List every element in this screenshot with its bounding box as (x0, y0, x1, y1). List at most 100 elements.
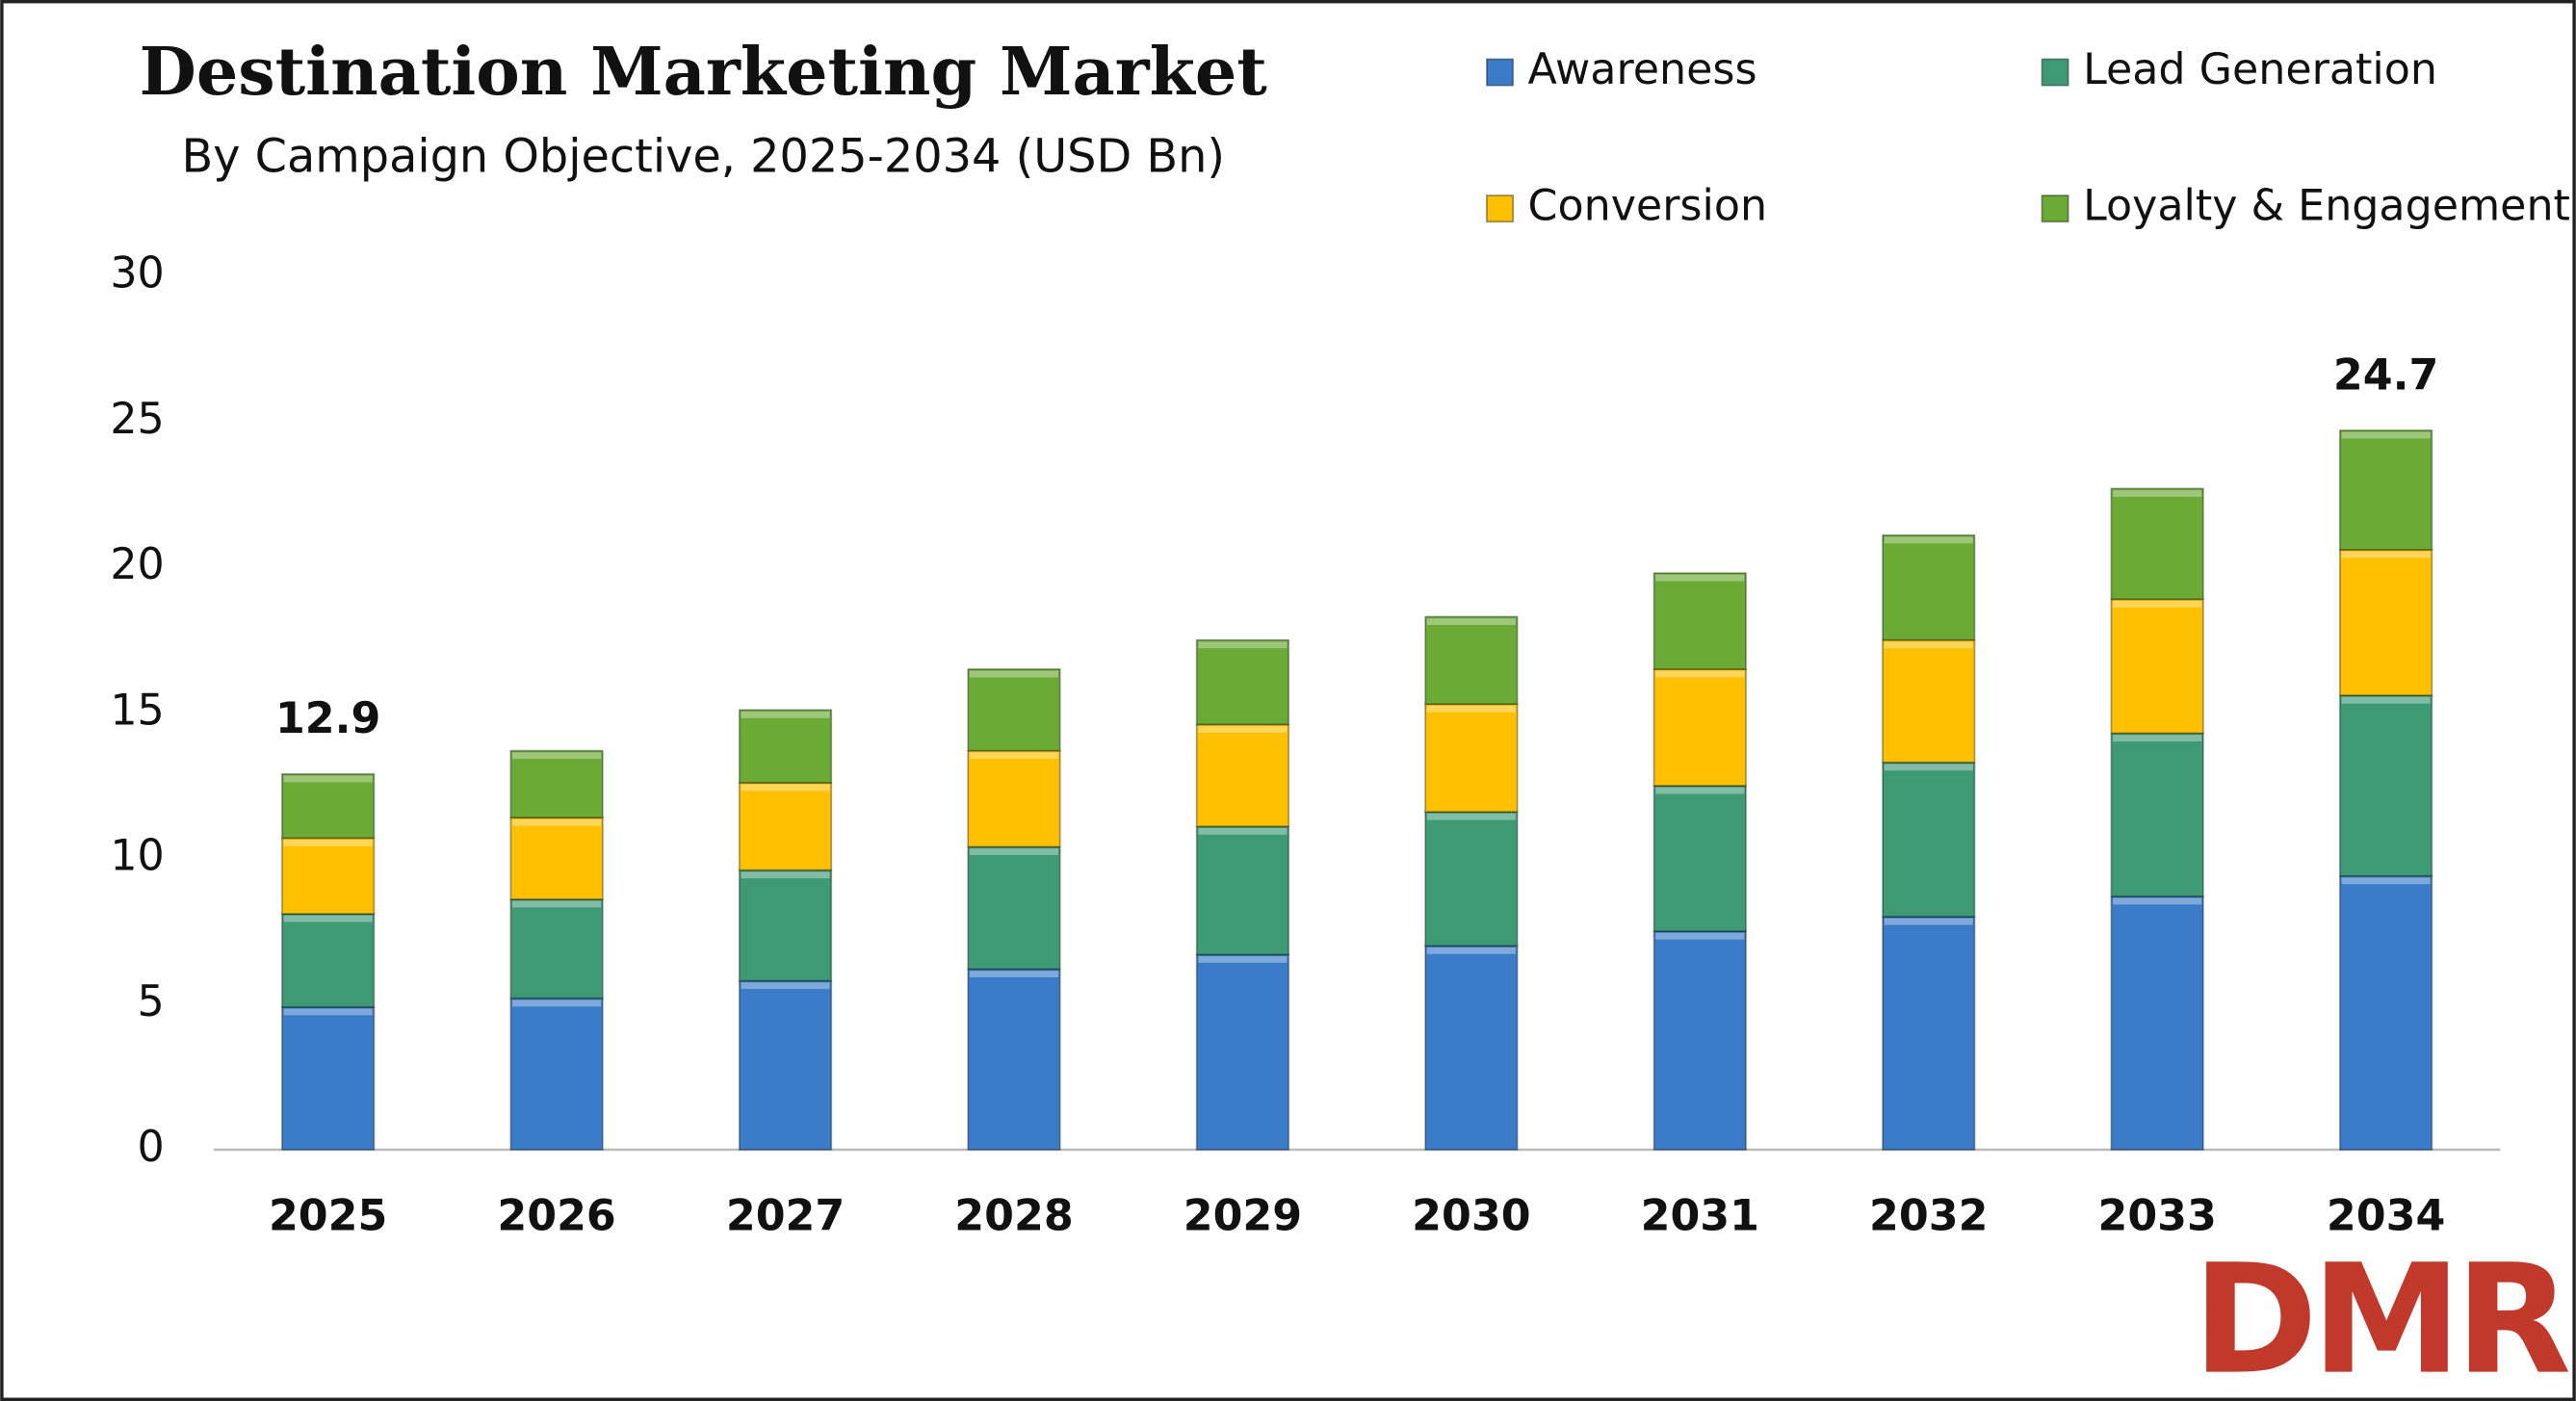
bar-bevel (1884, 918, 1973, 925)
legend-swatch (2041, 58, 2069, 87)
bar-segment (1882, 916, 1976, 1151)
x-tick-label: 2028 (954, 1192, 1073, 1241)
bar-segment (2339, 874, 2433, 1151)
x-tick-label: 2030 (1412, 1192, 1530, 1241)
bar-bevel (969, 971, 1059, 978)
bar-bevel (1426, 947, 1516, 954)
bar-segment (281, 772, 376, 840)
bar-segment (281, 1005, 376, 1151)
bar-segment (1195, 638, 1290, 726)
bar-segment (1652, 785, 1747, 933)
bar-bevel (741, 784, 830, 791)
bar-bevel (1426, 705, 1516, 713)
bar-bevel (1198, 641, 1288, 649)
bar-bevel (512, 818, 602, 826)
y-tick-label: 5 (138, 977, 165, 1026)
bar-segment (2339, 694, 2433, 877)
y-tick-label: 25 (110, 395, 164, 444)
x-tick-label: 2026 (497, 1192, 615, 1241)
bar-bevel (1655, 670, 1745, 678)
y-tick-label: 15 (110, 686, 164, 735)
total-label: 12.9 (275, 694, 380, 743)
bar-segment (1424, 615, 1519, 706)
bar-bevel (2341, 551, 2431, 558)
bar-segment (2110, 732, 2204, 897)
bar-segment (2110, 895, 2204, 1151)
x-tick-label: 2025 (269, 1192, 387, 1241)
bar-segment (967, 749, 1061, 848)
bar-bevel (1655, 574, 1745, 582)
y-tick-label: 30 (110, 249, 164, 298)
bar-segment (1652, 930, 1747, 1151)
bar-segment (1424, 945, 1519, 1151)
bar-bevel (2341, 431, 2431, 439)
chart-subtitle: By Campaign Objective, 2025-2034 (USD Bn… (181, 130, 1225, 183)
bar-segment (1882, 533, 1976, 641)
bar-segment (1195, 953, 1290, 1151)
bar-segment (1652, 572, 1747, 670)
bar-segment (1652, 668, 1747, 787)
legend-swatch (1486, 58, 1515, 87)
bar-bevel (1884, 641, 1973, 649)
legend-label: Lead Generation (2083, 45, 2437, 94)
bar-segment (509, 997, 604, 1151)
bar-bevel (512, 900, 602, 908)
bar-segment (2110, 598, 2204, 735)
bar-bevel (2113, 897, 2202, 905)
bar-bevel (1426, 813, 1516, 820)
bar-segment (1424, 811, 1519, 947)
legend-swatch (2041, 195, 2069, 223)
bar-bevel (741, 871, 830, 879)
bar-segment (281, 837, 376, 915)
bar-bevel (2341, 696, 2431, 704)
bar-bevel (283, 840, 373, 846)
bar-bevel (741, 711, 830, 718)
bar-segment (738, 782, 833, 871)
bar-bevel (283, 1008, 373, 1016)
bar-bevel (512, 752, 602, 760)
bar-segment (509, 749, 604, 819)
x-tick-label: 2033 (2097, 1192, 2216, 1241)
bar-bevel (1198, 956, 1288, 963)
bar-segment (1195, 723, 1290, 828)
bar-bevel (1198, 726, 1288, 733)
bar-segment (967, 668, 1061, 752)
bar-segment (509, 817, 604, 900)
x-tick-label: 2031 (1641, 1192, 1759, 1241)
bar-segment (1424, 703, 1519, 813)
bar-segment (738, 709, 833, 784)
bar-bevel (969, 670, 1059, 678)
bar-bevel (969, 848, 1059, 855)
legend-swatch (1486, 195, 1515, 223)
legend-label: Conversion (1528, 182, 1768, 231)
bar-segment (2110, 487, 2204, 601)
bar-bevel (1426, 618, 1516, 626)
bar-segment (1882, 638, 1976, 764)
bar-bevel (512, 999, 602, 1007)
bar-bevel (1884, 764, 1973, 771)
legend-label: Loyalty & Engagement (2083, 182, 2570, 231)
bar-segment (738, 869, 833, 982)
bar-segment (1195, 825, 1290, 956)
bar-segment (2339, 429, 2433, 551)
x-tick-label: 2034 (2327, 1192, 2445, 1241)
bar-bevel (1655, 932, 1745, 940)
bar-bevel (741, 982, 830, 990)
bar-bevel (2113, 490, 2202, 497)
bar-segment (967, 968, 1061, 1151)
chart-title: Destination Marketing Market (140, 34, 1268, 111)
bar-bevel (2341, 877, 2431, 885)
y-tick-label: 0 (138, 1123, 165, 1172)
bar-segment (509, 898, 604, 999)
bar-bevel (2113, 601, 2202, 608)
bar-bevel (1198, 827, 1288, 835)
bar-segment (1882, 761, 1976, 918)
total-label: 24.7 (2333, 350, 2438, 400)
x-tick-label: 2027 (726, 1192, 845, 1241)
bar-bevel (1655, 787, 1745, 794)
bar-segment (967, 845, 1061, 971)
x-tick-label: 2032 (1869, 1192, 1988, 1241)
bar-bevel (969, 752, 1059, 760)
